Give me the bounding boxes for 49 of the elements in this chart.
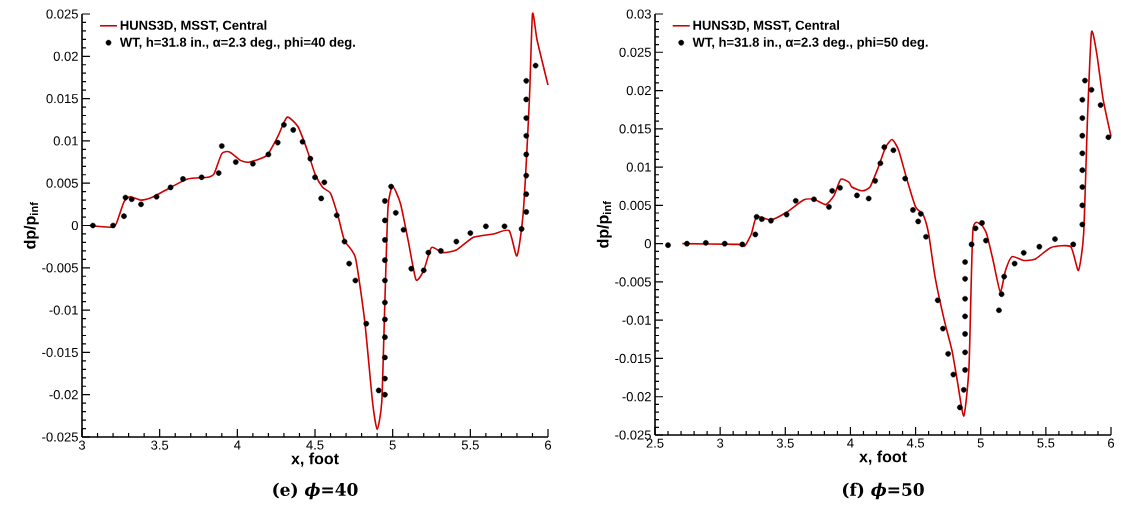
x-tick-label: 2.5: [646, 438, 664, 448]
y-tick-label: -0.01: [622, 315, 651, 325]
y-tick-label: 0.005: [619, 200, 651, 210]
x-tick-label: 4.5: [306, 440, 324, 450]
legend-label: WT, h=31.8 in., α=2.3 deg., phi=50 deg.: [692, 37, 928, 50]
x-tick-label: 5.5: [461, 440, 479, 450]
x-tick-label: 4.5: [906, 438, 925, 448]
y-tick-label: -0.02: [622, 392, 651, 402]
y-axis-title: dp/p$_{inf}$: [596, 201, 612, 248]
x-tick-label: 3: [78, 440, 86, 450]
y-tick-label: 0.025: [46, 9, 78, 19]
y-tick-label: 0.005: [46, 178, 78, 188]
x-axis-title: x, foot: [859, 450, 907, 465]
y-tick-label: 0: [71, 220, 78, 231]
y-axis-title: dp/p$_{inf}$: [23, 202, 39, 249]
text: (e) ϕ=40: [273, 482, 358, 500]
x-tick-label: 6: [545, 440, 552, 450]
y-tick-label: -0.015: [42, 347, 78, 357]
y-tick-label: -0.015: [615, 353, 651, 364]
y-tick-label: -0.005: [615, 277, 651, 287]
y-tick-label: 0: [644, 239, 651, 249]
y-tick-label: -0.01: [49, 305, 78, 315]
y-tick-label: -0.025: [42, 432, 78, 442]
x-tick-label: 5: [977, 438, 984, 448]
y-tick-label: 0.02: [626, 85, 651, 96]
legend-label: HUNS3D, MSST, Central: [693, 20, 839, 32]
x-tick-label: 3: [717, 438, 724, 448]
x-tick-label: 5.5: [1037, 438, 1055, 448]
y-tick-label: 0.015: [619, 124, 651, 134]
x-tick-label: 3.5: [151, 440, 169, 450]
x-tick-label: 6: [1108, 438, 1115, 448]
y-tick-label: 0.015: [46, 93, 78, 104]
x-tick-label: 5: [389, 440, 396, 450]
x-tick-label: 4: [234, 440, 241, 450]
y-tick-label: 0.03: [626, 9, 651, 19]
y-tick-label: -0.005: [42, 263, 78, 273]
y-tick-label: 0.01: [626, 162, 651, 172]
text: (f) ϕ=50: [843, 482, 924, 500]
y-tick-label: -0.02: [49, 390, 78, 400]
x-axis-title: x, foot: [291, 452, 339, 467]
y-tick-label: 0.02: [53, 51, 78, 61]
legend-label: WT, h=31.8 in., α=2.3 deg., phi=40 deg.: [119, 37, 355, 50]
x-tick-label: 4: [847, 438, 854, 448]
y-tick-label: 0.025: [619, 47, 651, 57]
y-tick-label: -0.025: [615, 430, 651, 440]
y-tick-label: 0.01: [53, 136, 78, 146]
legend-label: HUNS3D, MSST, Central: [120, 20, 267, 32]
line-series: [681, 31, 1112, 417]
x-tick-label: 3.5: [776, 438, 794, 448]
